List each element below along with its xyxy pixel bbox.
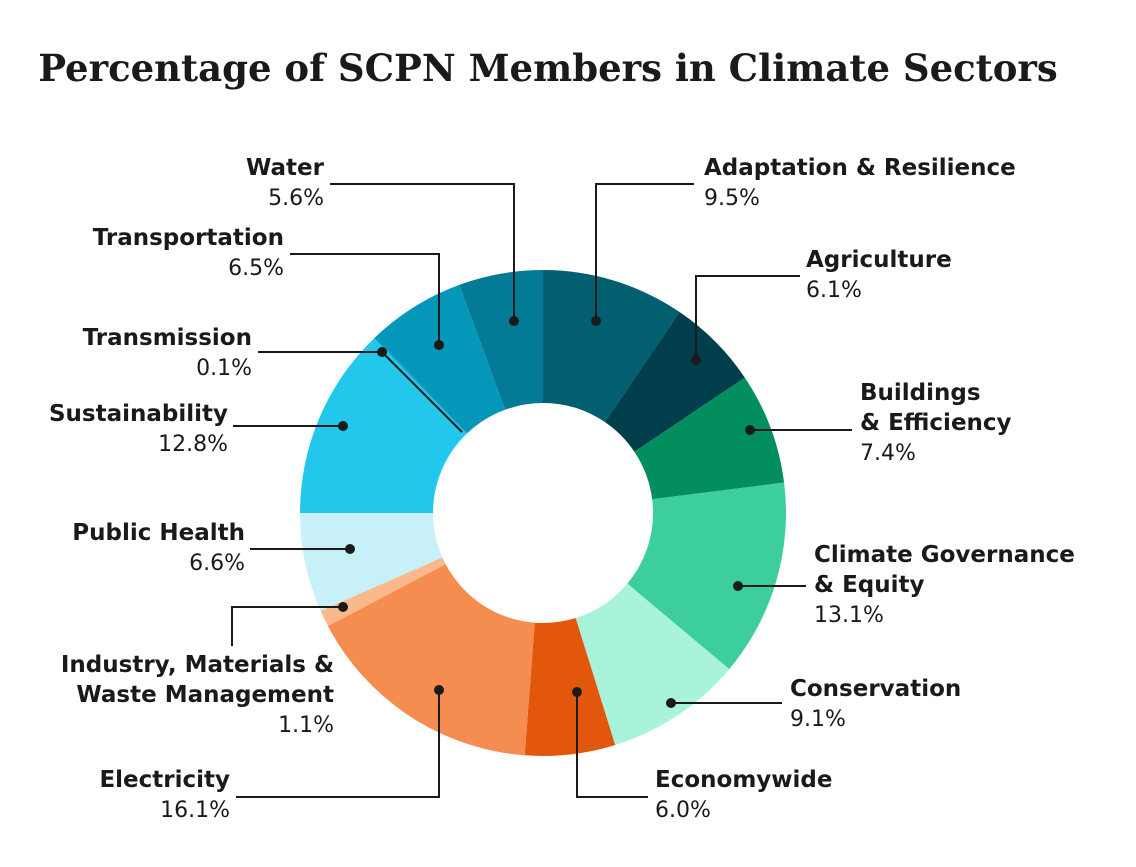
slice-sustainability	[300, 337, 467, 513]
leader-dot-industry-materials-waste-management	[338, 602, 348, 612]
slice-label-transportation: Transportation	[93, 225, 284, 251]
slice-label-adaptation-resilience: Adaptation & Resilience	[704, 155, 1016, 181]
slice-label-agriculture: Agriculture	[806, 247, 952, 273]
slice-value-electricity: 16.1%	[160, 798, 230, 823]
slice-value-conservation: 9.1%	[790, 707, 846, 732]
slice-water	[459, 270, 543, 410]
leader-dot-climate-governance-equity	[733, 581, 743, 591]
slice-label-industry-materials-waste-management: Industry, Materials &	[61, 652, 334, 678]
slice-label-buildings-efficiency: & Efficiency	[860, 410, 1012, 436]
leader-dot-adaptation-resilience	[591, 316, 601, 326]
slice-value-adaptation-resilience: 9.5%	[704, 186, 760, 211]
chart-title: Percentage of SCPN Members in Climate Se…	[38, 46, 1058, 90]
slice-label-water: Water	[246, 155, 325, 181]
slice-value-economywide: 6.0%	[655, 798, 711, 823]
slice-value-agriculture: 6.1%	[806, 278, 862, 303]
slice-label-economywide: Economywide	[655, 767, 832, 793]
leader-dot-conservation	[666, 698, 676, 708]
slice-value-buildings-efficiency: 7.4%	[860, 441, 916, 466]
leader-dot-electricity	[434, 685, 444, 695]
slice-label-buildings-efficiency: Buildings	[860, 380, 981, 406]
slice-label-conservation: Conservation	[790, 676, 961, 702]
slice-climate-governance-equity	[627, 482, 786, 670]
slice-value-transmission: 0.1%	[196, 356, 252, 381]
slice-value-sustainability: 12.8%	[158, 432, 228, 457]
slice-buildings-efficiency	[634, 377, 785, 500]
leader-line-electricity	[236, 690, 440, 798]
slice-conservation	[575, 583, 730, 746]
slice-label-transmission: Transmission	[83, 325, 252, 351]
slice-label-industry-materials-waste-management: Waste Management	[76, 682, 334, 708]
leader-dot-public-health	[345, 544, 355, 554]
slice-transmission	[374, 336, 468, 434]
slice-value-water: 5.6%	[268, 186, 324, 211]
leader-dot-agriculture	[691, 355, 701, 365]
slice-label-sustainability: Sustainability	[49, 401, 228, 427]
leader-line-industry-materials-waste-management	[231, 606, 343, 646]
leader-dot-sustainability	[338, 421, 348, 431]
leader-dot-water	[509, 316, 519, 326]
slice-value-transportation: 6.5%	[228, 256, 284, 281]
slice-value-industry-materials-waste-management: 1.1%	[278, 713, 334, 738]
leader-line-economywide	[576, 692, 648, 798]
leader-dot-transmission	[377, 347, 387, 357]
leader-line-water	[330, 183, 515, 321]
slice-label-climate-governance-equity: Climate Governance	[814, 542, 1075, 568]
slice-agriculture	[604, 312, 745, 452]
leader-dot-economywide	[572, 687, 582, 697]
donut-slices	[300, 270, 786, 757]
slice-value-public-health: 6.6%	[189, 551, 245, 576]
slice-label-public-health: Public Health	[72, 520, 245, 546]
slice-value-climate-governance-equity: 13.1%	[814, 603, 884, 628]
leader-dot-buildings-efficiency	[745, 425, 755, 435]
slice-adaptation-resilience	[543, 270, 680, 423]
slice-public-health	[300, 513, 443, 611]
slice-economywide	[524, 618, 616, 757]
slice-label-electricity: Electricity	[99, 767, 230, 793]
slice-labels: Adaptation & Resilience 9.5% Agriculture 6.…	[49, 155, 1075, 823]
leader-line-transportation	[290, 253, 440, 345]
slice-label-climate-governance-equity: & Equity	[814, 572, 925, 598]
slice-transportation	[375, 284, 506, 434]
leader-line-adaptation-resilience	[595, 183, 694, 321]
leader-line-agriculture	[695, 275, 800, 360]
slice-industry-materials-waste-management	[320, 557, 446, 627]
leader-dot-transportation	[434, 340, 444, 350]
slice-electricity	[327, 564, 535, 756]
